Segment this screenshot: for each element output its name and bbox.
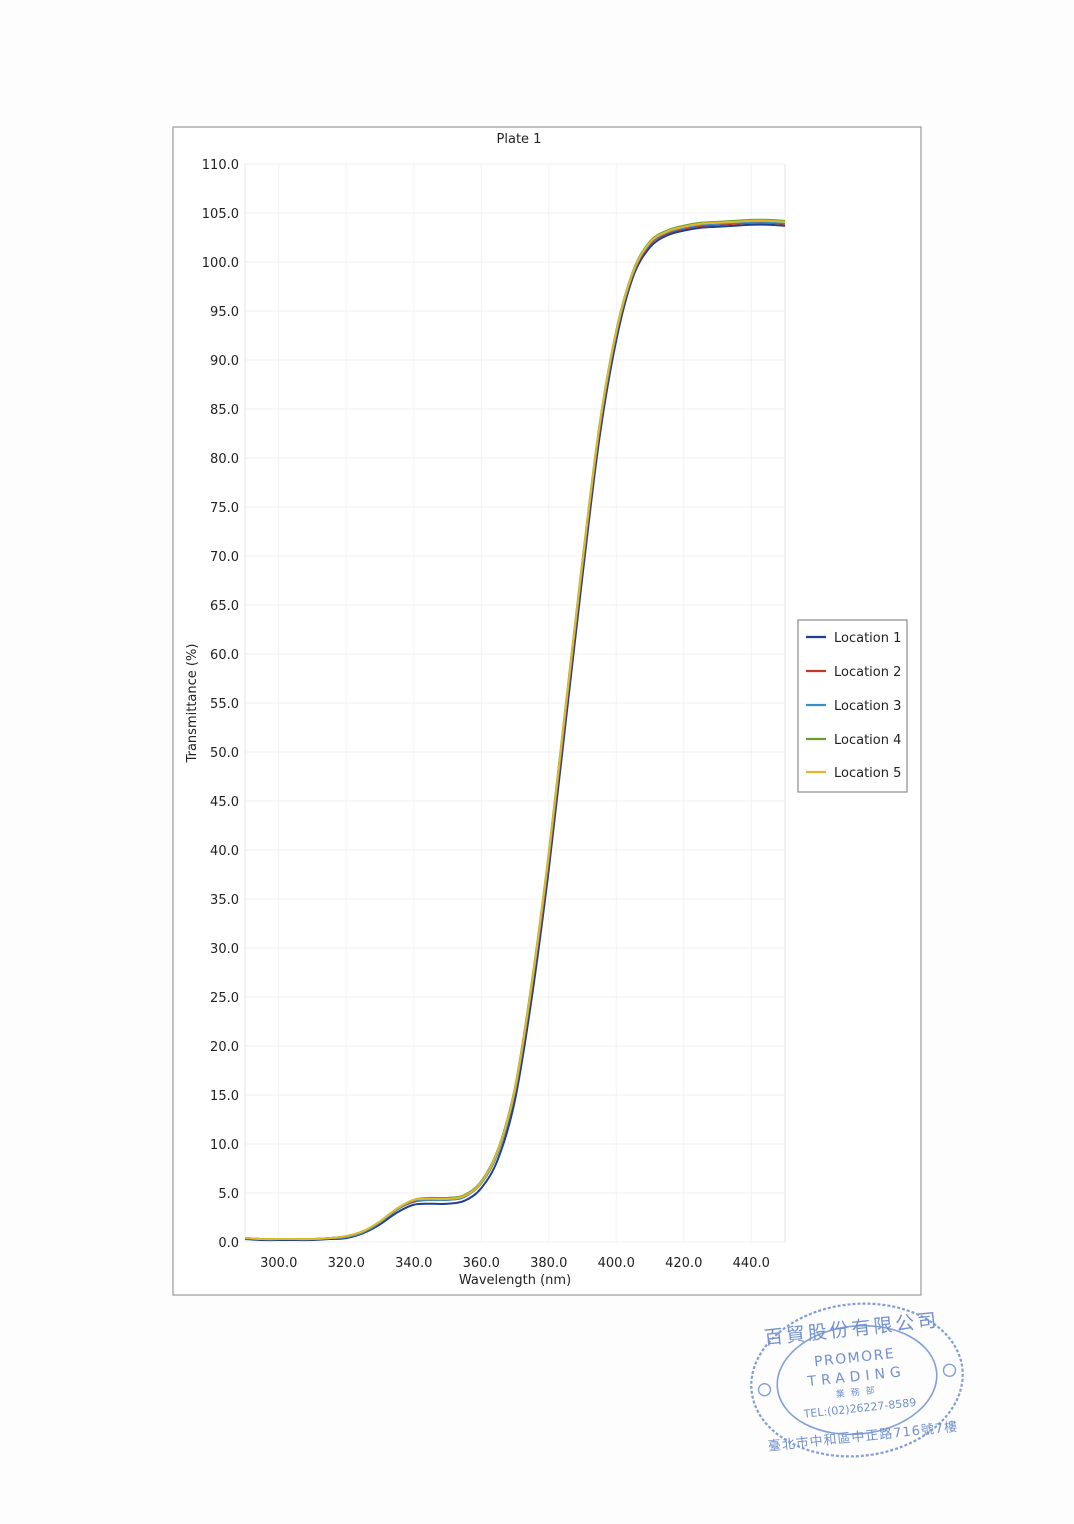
y-tick-label: 50.0: [210, 746, 239, 761]
y-tick-label: 10.0: [210, 1138, 239, 1153]
y-tick-label: 0.0: [218, 1236, 239, 1251]
y-tick-label: 5.0: [218, 1187, 239, 1202]
x-tick-label: 420.0: [665, 1256, 702, 1271]
grid-layer: [245, 163, 785, 1243]
x-tick-label: 440.0: [733, 1256, 770, 1271]
legend-label-location-4: Location 4: [834, 733, 901, 748]
legend-label-location-1: Location 1: [834, 631, 901, 646]
y-tick-label: 70.0: [210, 550, 239, 565]
x-axis-ticks: 300.0 320.0 340.0 360.0 380.0 400.0 420.0 440.0: [260, 1256, 770, 1271]
stamp-top-text: 百貿股份有限公司: [763, 1309, 940, 1349]
x-tick-label: 380.0: [530, 1256, 567, 1271]
y-tick-label: 15.0: [210, 1089, 239, 1104]
y-tick-label: 100.0: [202, 256, 239, 271]
y-tick-label: 75.0: [210, 501, 239, 516]
legend-label-location-2: Location 2: [834, 665, 901, 680]
series-line-location-5: [244, 219, 786, 1241]
y-tick-label: 65.0: [210, 599, 239, 614]
x-tick-label: 300.0: [260, 1256, 297, 1271]
y-tick-label: 60.0: [210, 648, 239, 663]
stamp-right-ornament: [942, 1363, 957, 1377]
y-tick-label: 20.0: [210, 1040, 239, 1055]
y-tick-label: 90.0: [210, 354, 239, 369]
x-tick-label: 320.0: [328, 1256, 365, 1271]
y-tick-label: 105.0: [202, 207, 239, 222]
x-tick-label: 360.0: [463, 1256, 500, 1271]
chart-title: Plate 1: [497, 132, 542, 147]
stamp-left-ornament: [757, 1383, 772, 1397]
company-stamp: 百貿股份有限公司 PROMORE TRADING 業務部 TEL:(02)262…: [750, 1302, 964, 1458]
stamp-address: 臺北市中和區中正路716號7樓: [767, 1419, 959, 1455]
legend: Location 1 Location 2 Location 3 Locatio…: [797, 619, 908, 793]
y-tick-label: 25.0: [210, 991, 239, 1006]
x-axis-label: Wavelength (nm): [459, 1273, 571, 1288]
y-tick-label: 45.0: [210, 795, 239, 810]
stamp-inner-ring: [776, 1324, 938, 1436]
legend-label-location-5: Location 5: [834, 766, 901, 781]
y-tick-label: 95.0: [210, 305, 239, 320]
x-tick-label: 400.0: [598, 1256, 635, 1271]
y-axis-label: Transmittance (%): [185, 644, 200, 764]
y-tick-label: 30.0: [210, 942, 239, 957]
series-layer: [244, 218, 786, 1242]
y-tick-label: 40.0: [210, 844, 239, 859]
y-axis-ticks: 0.0 5.0 10.0 15.0 20.0 25.0 30.0 35.0 40.0 45.0 50…: [202, 158, 239, 1251]
y-tick-label: 35.0: [210, 893, 239, 908]
legend-label-location-3: Location 3: [834, 699, 901, 714]
y-tick-label: 110.0: [202, 158, 239, 173]
y-tick-label: 55.0: [210, 697, 239, 712]
x-tick-label: 340.0: [395, 1256, 432, 1271]
stamp-tel: TEL:(02)26227-8589: [802, 1396, 917, 1421]
y-tick-label: 85.0: [210, 403, 239, 418]
y-tick-label: 80.0: [210, 452, 239, 467]
